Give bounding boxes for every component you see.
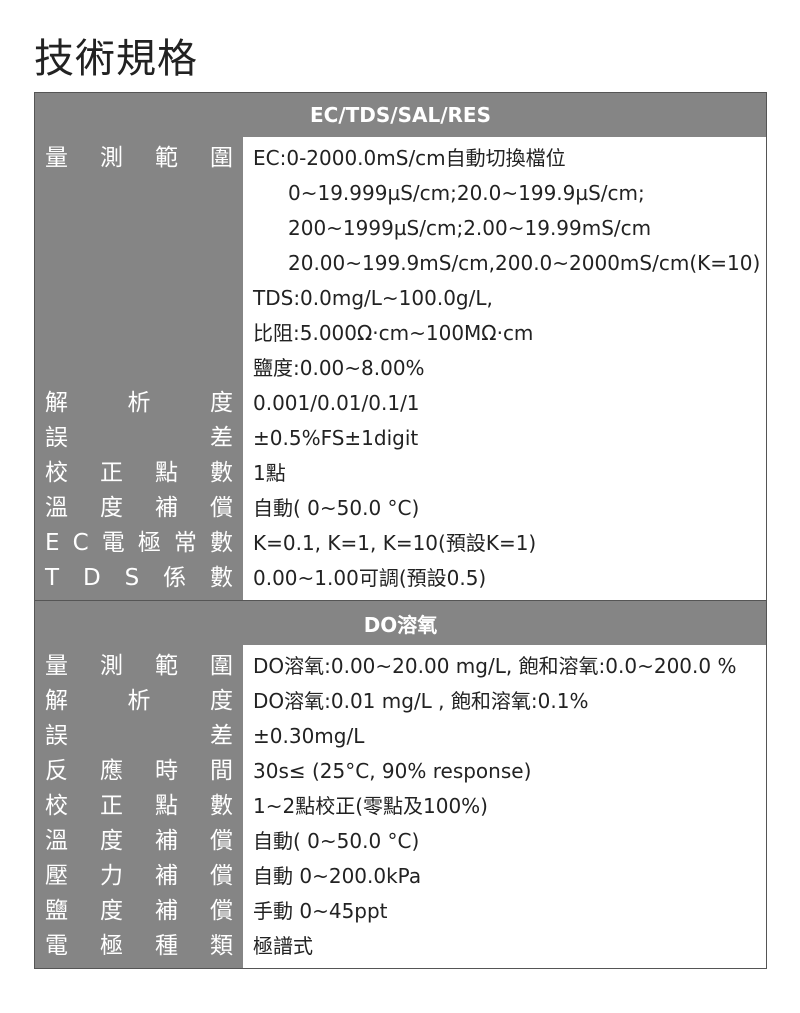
spec-value: EC:0-2000.0mS/cm自動切換檔位: [243, 141, 766, 176]
spec-label: 反應時間: [35, 754, 243, 789]
spec-label: 解析度: [35, 386, 243, 421]
spec-row: 鹽度補償手動 0~45ppt: [35, 894, 766, 929]
spec-value: ±0.30mg/L: [243, 719, 766, 754]
spacer: [35, 137, 766, 141]
spec-value: 比阻:5.000Ω·cm~100MΩ·cm: [243, 316, 766, 351]
spec-value: 自動( 0~50.0 °C): [243, 824, 766, 859]
spec-row: 解析度 DO溶氧:0.01 mg/L , 飽和溶氧:0.1%: [35, 684, 766, 719]
spec-value: 極譜式: [243, 929, 766, 964]
spec-row: 反應時間 30s≤ (25°C, 90% response): [35, 754, 766, 789]
spec-value: 0~19.999µS/cm;20.0~199.9µS/cm;: [243, 176, 766, 211]
spec-row: 解析度 0.001/0.01/0.1/1: [35, 386, 766, 421]
section-header: DO溶氧: [35, 600, 766, 645]
page-title: 技術規格: [34, 36, 198, 82]
spec-value: DO溶氧:0.01 mg/L , 飽和溶氧:0.1%: [243, 684, 766, 719]
spacer: [35, 596, 766, 600]
spec-label: 校正點數: [35, 456, 243, 491]
spec-value: 手動 0~45ppt: [243, 894, 766, 929]
spec-value: 鹽度:0.00~8.00%: [243, 351, 766, 386]
spec-value: 20.00~199.9mS/cm,200.0~2000mS/cm(K=10): [243, 246, 766, 281]
spec-value: 自動 0~200.0kPa: [243, 859, 766, 894]
spec-value: ±0.5%FS±1digit: [243, 421, 766, 456]
spec-label: 誤差: [35, 719, 243, 754]
spec-label: 解析度: [35, 684, 243, 719]
spec-value: 1~2點校正(零點及100%): [243, 789, 766, 824]
spec-label: 電極種類: [35, 929, 243, 964]
spacer: [35, 645, 766, 649]
spec-value: TDS:0.0mg/L~100.0g/L,: [243, 281, 766, 316]
section-header: EC/TDS/SAL/RES: [35, 92, 766, 137]
spec-value: 30s≤ (25°C, 90% response): [243, 754, 766, 789]
spec-value: 0.001/0.01/0.1/1: [243, 386, 766, 421]
spec-label: 溫度補償: [35, 491, 243, 526]
spec-value: 200~1999µS/cm;2.00~19.99mS/cm: [243, 211, 766, 246]
spec-row: 壓力補償自動 0~200.0kPa: [35, 859, 766, 894]
spec-label: 量測範圍: [35, 141, 243, 386]
spec-label: 量測範圍: [35, 649, 243, 684]
spec-row: 校正點數 1~2點校正(零點及100%): [35, 789, 766, 824]
spec-value: 0.00~1.00可調(預設0.5): [243, 561, 766, 596]
spec-row: 電極種類極譜式: [35, 929, 766, 964]
spec-value: 1點: [243, 456, 766, 491]
spec-label: 鹽度補償: [35, 894, 243, 929]
spec-label: 溫度補償: [35, 824, 243, 859]
spec-row: E C 電極常數 K=0.1, K=1, K=10(預設K=1): [35, 526, 766, 561]
spec-table: EC/TDS/SAL/RES 量測範圍 EC:0-2000.0mS/cm自動切換檔位…: [34, 92, 767, 969]
spec-row: T D S 係數 0.00~1.00可調(預設0.5): [35, 561, 766, 596]
spacer: [35, 964, 766, 968]
spec-label: 校正點數: [35, 789, 243, 824]
spec-row: 誤差 ±0.30mg/L: [35, 719, 766, 754]
spec-row: 誤差 ±0.5%FS±1digit: [35, 421, 766, 456]
spec-label: 誤差: [35, 421, 243, 456]
spec-row: 校正點數 1點: [35, 456, 766, 491]
spec-row: 溫度補償自動( 0~50.0 °C): [35, 824, 766, 859]
spec-row: 溫度補償自動( 0~50.0 °C): [35, 491, 766, 526]
spec-value: 自動( 0~50.0 °C): [243, 491, 766, 526]
spec-value: DO溶氧:0.00~20.00 mg/L, 飽和溶氧:0.0~200.0 %: [243, 649, 766, 684]
spec-value: K=0.1, K=1, K=10(預設K=1): [243, 526, 766, 561]
spec-row: 量測範圍 EC:0-2000.0mS/cm自動切換檔位 0~19.999µS/cm;…: [35, 141, 766, 386]
spec-row: 量測範圍 DO溶氧:0.00~20.00 mg/L, 飽和溶氧:0.0~200.0…: [35, 649, 766, 684]
spec-label: 壓力補償: [35, 859, 243, 894]
